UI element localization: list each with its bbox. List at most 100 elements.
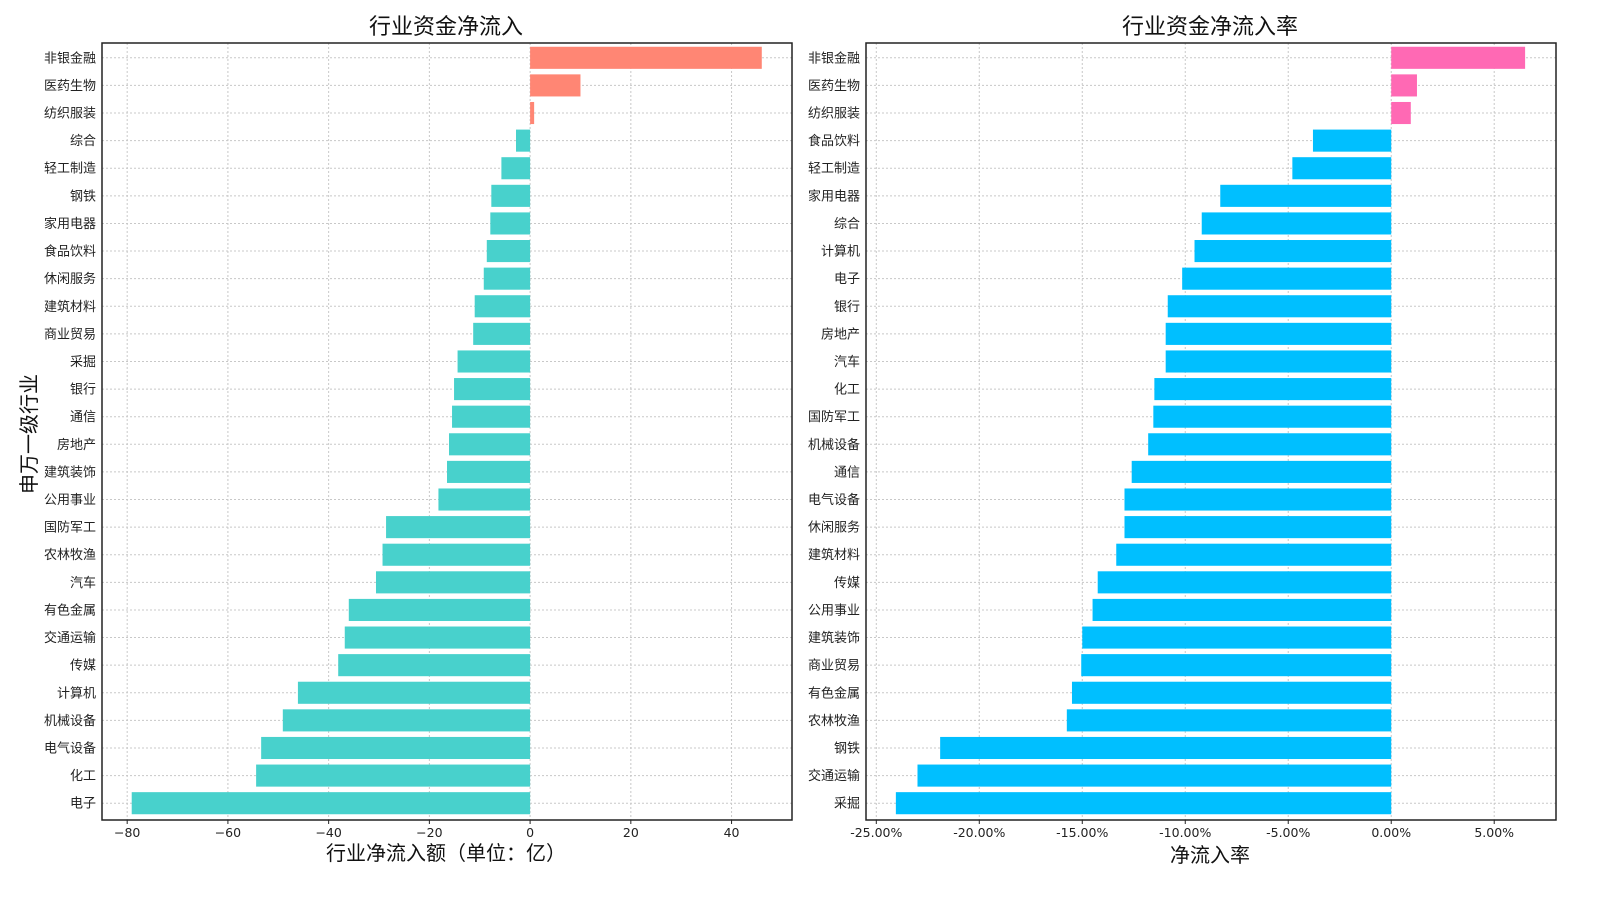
right-category-label: 医药生物 xyxy=(808,79,860,94)
right-bar xyxy=(1116,543,1392,566)
left-category-label: 公用事业 xyxy=(44,493,96,508)
right-bar xyxy=(1391,46,1526,69)
right-plot-frame xyxy=(865,42,1557,821)
right-bar xyxy=(940,736,1392,760)
left-bar xyxy=(297,681,531,704)
right-bar xyxy=(895,792,1392,815)
left-category-label: 通信 xyxy=(70,410,96,425)
left-category-label: 建筑材料 xyxy=(44,299,96,315)
right-category-label: 交通运输 xyxy=(808,768,860,784)
right-x-tick-label: -15.00% xyxy=(1056,825,1108,840)
right-bar xyxy=(1081,654,1392,677)
left-bar xyxy=(490,212,531,235)
right-category-label: 化工 xyxy=(834,383,860,398)
right-x-tick-label: -25.00% xyxy=(850,825,902,840)
left-category-label: 机械设备 xyxy=(44,713,96,729)
left-x-tick-label: −80 xyxy=(114,825,140,840)
left-category-label: 商业贸易 xyxy=(44,327,96,342)
left-bar xyxy=(483,267,531,290)
right-bar xyxy=(1391,74,1417,97)
left-category-label: 综合 xyxy=(70,134,96,149)
left-x-tick-label: −40 xyxy=(315,825,341,840)
right-bar xyxy=(1153,405,1392,428)
right-bar xyxy=(917,764,1392,787)
right-x-axis-label: 净流入率 xyxy=(1170,843,1250,867)
right-category-label: 综合 xyxy=(834,217,860,232)
left-chart-title: 行业资金净流入 xyxy=(369,15,523,40)
left-bar xyxy=(452,405,531,428)
right-bar xyxy=(1165,350,1392,373)
left-bar xyxy=(530,101,535,125)
right-category-label: 家用电器 xyxy=(808,188,860,204)
left-category-label: 计算机 xyxy=(57,686,96,701)
left-category-label: 电子 xyxy=(70,797,96,812)
left-bar xyxy=(457,350,531,373)
right-chart-title: 行业资金净流入率 xyxy=(1122,15,1298,40)
right-category-label: 电气设备 xyxy=(808,492,860,508)
left-bar xyxy=(454,378,531,401)
right-bar xyxy=(1092,598,1392,621)
left-bar xyxy=(501,157,531,180)
right-bar xyxy=(1292,157,1392,180)
right-bar xyxy=(1194,240,1392,263)
left-x-tick-label: −20 xyxy=(416,825,442,840)
left-bar xyxy=(375,571,531,594)
right-bar xyxy=(1154,378,1392,401)
right-bar xyxy=(1182,267,1392,290)
right-category-label: 轻工制造 xyxy=(808,162,860,177)
right-category-label: 非银金融 xyxy=(808,50,860,66)
left-category-label: 汽车 xyxy=(70,575,96,591)
right-category-label: 银行 xyxy=(834,300,860,315)
right-bar xyxy=(1124,488,1392,511)
left-bar xyxy=(473,322,531,345)
left-x-tick-label: −60 xyxy=(215,825,241,840)
right-category-label: 房地产 xyxy=(821,326,860,342)
left-category-label: 医药生物 xyxy=(44,79,96,94)
right-category-label: 休闲服务 xyxy=(808,520,860,536)
left-bar xyxy=(449,433,531,456)
left-bar xyxy=(382,543,531,566)
left-bar xyxy=(261,736,531,760)
right-x-tick-label: 5.00% xyxy=(1474,825,1514,840)
left-bar xyxy=(491,184,531,207)
right-category-label: 采掘 xyxy=(834,797,860,812)
right-category-label: 传媒 xyxy=(834,576,860,591)
right-bar xyxy=(1066,709,1392,732)
right-bar xyxy=(1220,184,1392,207)
left-category-label: 钢铁 xyxy=(70,189,96,204)
left-bar xyxy=(530,74,581,97)
left-category-label: 家用电器 xyxy=(44,216,96,232)
left-category-label: 传媒 xyxy=(70,659,96,674)
left-plot-frame xyxy=(101,42,793,821)
left-category-label: 纺织服装 xyxy=(44,107,96,122)
right-category-label: 农林牧渔 xyxy=(808,714,860,729)
right-category-label: 公用事业 xyxy=(808,603,860,618)
left-category-label: 有色金属 xyxy=(44,602,96,618)
left-bar xyxy=(338,654,531,677)
left-category-label: 建筑装饰 xyxy=(44,464,96,480)
right-x-tick-label: -10.00% xyxy=(1159,825,1211,840)
left-category-label: 电气设备 xyxy=(44,740,96,756)
right-category-label: 电子 xyxy=(834,272,860,287)
left-bar xyxy=(256,764,531,787)
left-category-label: 非银金融 xyxy=(44,50,96,66)
right-chart-net-inflow-rate: 行业资金净流入率 非银金融医药生物纺织服装食品饮料轻工制造家用电器综合计算机电子… xyxy=(808,15,1557,867)
left-bar xyxy=(530,46,762,69)
left-category-label: 化工 xyxy=(70,769,96,784)
left-category-label: 休闲服务 xyxy=(44,271,96,287)
left-bar xyxy=(386,516,531,539)
left-x-tick-label: 0 xyxy=(526,825,534,840)
right-bar xyxy=(1131,460,1392,483)
right-category-label: 计算机 xyxy=(821,245,860,260)
left-category-label: 采掘 xyxy=(70,355,96,370)
right-x-tick-label: 0.00% xyxy=(1371,825,1411,840)
left-category-label: 轻工制造 xyxy=(44,162,96,177)
left-bar xyxy=(486,240,531,263)
left-bar xyxy=(516,129,531,152)
right-category-label: 钢铁 xyxy=(834,741,860,756)
right-bar xyxy=(1124,516,1392,539)
right-category-label: 机械设备 xyxy=(808,437,860,453)
right-bar xyxy=(1391,101,1411,125)
right-category-label: 通信 xyxy=(834,465,860,480)
